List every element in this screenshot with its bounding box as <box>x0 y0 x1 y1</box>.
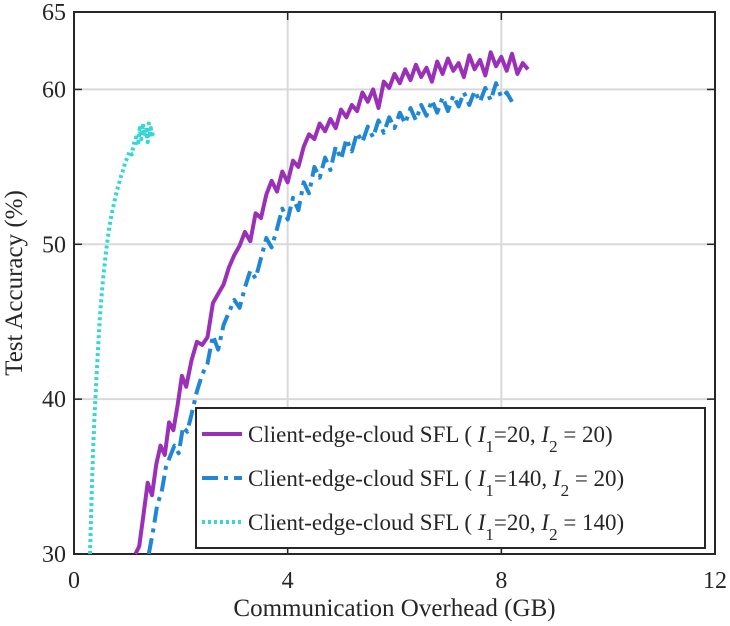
x-tick-label: 12 <box>703 568 727 594</box>
y-axis-ticks: 30 40 50 60 65 <box>42 0 715 568</box>
plot-area-frame <box>73 11 716 555</box>
x-axis-label: Communication Overhead (GB) <box>233 595 555 622</box>
x-tick-label: 8 <box>495 568 507 594</box>
legend-label-part: I <box>552 466 562 491</box>
legend-label-part: Client-edge-cloud SFL ( <box>248 466 478 491</box>
y-tick-label: 60 <box>42 77 66 103</box>
legend-label-part: I <box>477 466 487 491</box>
legend-label-part: = 20) <box>569 466 624 491</box>
y-tick-label: 40 <box>42 387 66 413</box>
y-tick-label: 30 <box>42 542 66 568</box>
legend-label-part: = 20) <box>558 422 613 447</box>
x-tick-label: 0 <box>68 568 80 594</box>
legend-label-part: 2 <box>549 525 558 544</box>
legend-label-part: 1 <box>485 525 494 544</box>
legend-label-part: I <box>477 510 487 535</box>
legend-label-part: Client-edge-cloud SFL ( <box>248 422 478 447</box>
legend-label-part: =20, <box>494 510 541 535</box>
legend-label-2: Client-edge-cloud SFL ( I1=140, I2 = 20) <box>248 466 624 500</box>
legend-label-part: 2 <box>549 437 558 456</box>
legend-label-part: =140, <box>494 466 553 491</box>
legend-label-part: I <box>540 422 550 447</box>
legend-label-part: 1 <box>485 437 494 456</box>
y-tick-label: 50 <box>42 232 66 258</box>
legend-label-3: Client-edge-cloud SFL ( I1=20, I2 = 140) <box>248 510 624 544</box>
series-line-3 <box>88 121 156 555</box>
y-tick-label: 65 <box>42 0 66 26</box>
legend-label-part: 2 <box>561 481 570 500</box>
x-axis-ticks: 0 4 8 12 <box>68 12 727 594</box>
series-lines <box>88 50 530 555</box>
legend-label-part: Client-edge-cloud SFL ( <box>248 510 478 535</box>
legend-label-part: =20, <box>494 422 541 447</box>
legend-label-part: 1 <box>485 481 494 500</box>
legend: Client-edge-cloud SFL ( I1=20, I2 = 20)C… <box>195 407 706 549</box>
legend-label-1: Client-edge-cloud SFL ( I1=20, I2 = 20) <box>248 422 613 456</box>
x-tick-label: 4 <box>282 568 294 594</box>
legend-label-part: I <box>540 510 550 535</box>
series-line-1 <box>133 50 530 555</box>
series-line-2 <box>146 81 514 555</box>
legend-label-part: I <box>477 422 487 447</box>
legend-box <box>195 407 706 549</box>
legend-label-part: = 140) <box>558 510 625 535</box>
y-axis-label: Test Accuracy (%) <box>1 190 28 376</box>
